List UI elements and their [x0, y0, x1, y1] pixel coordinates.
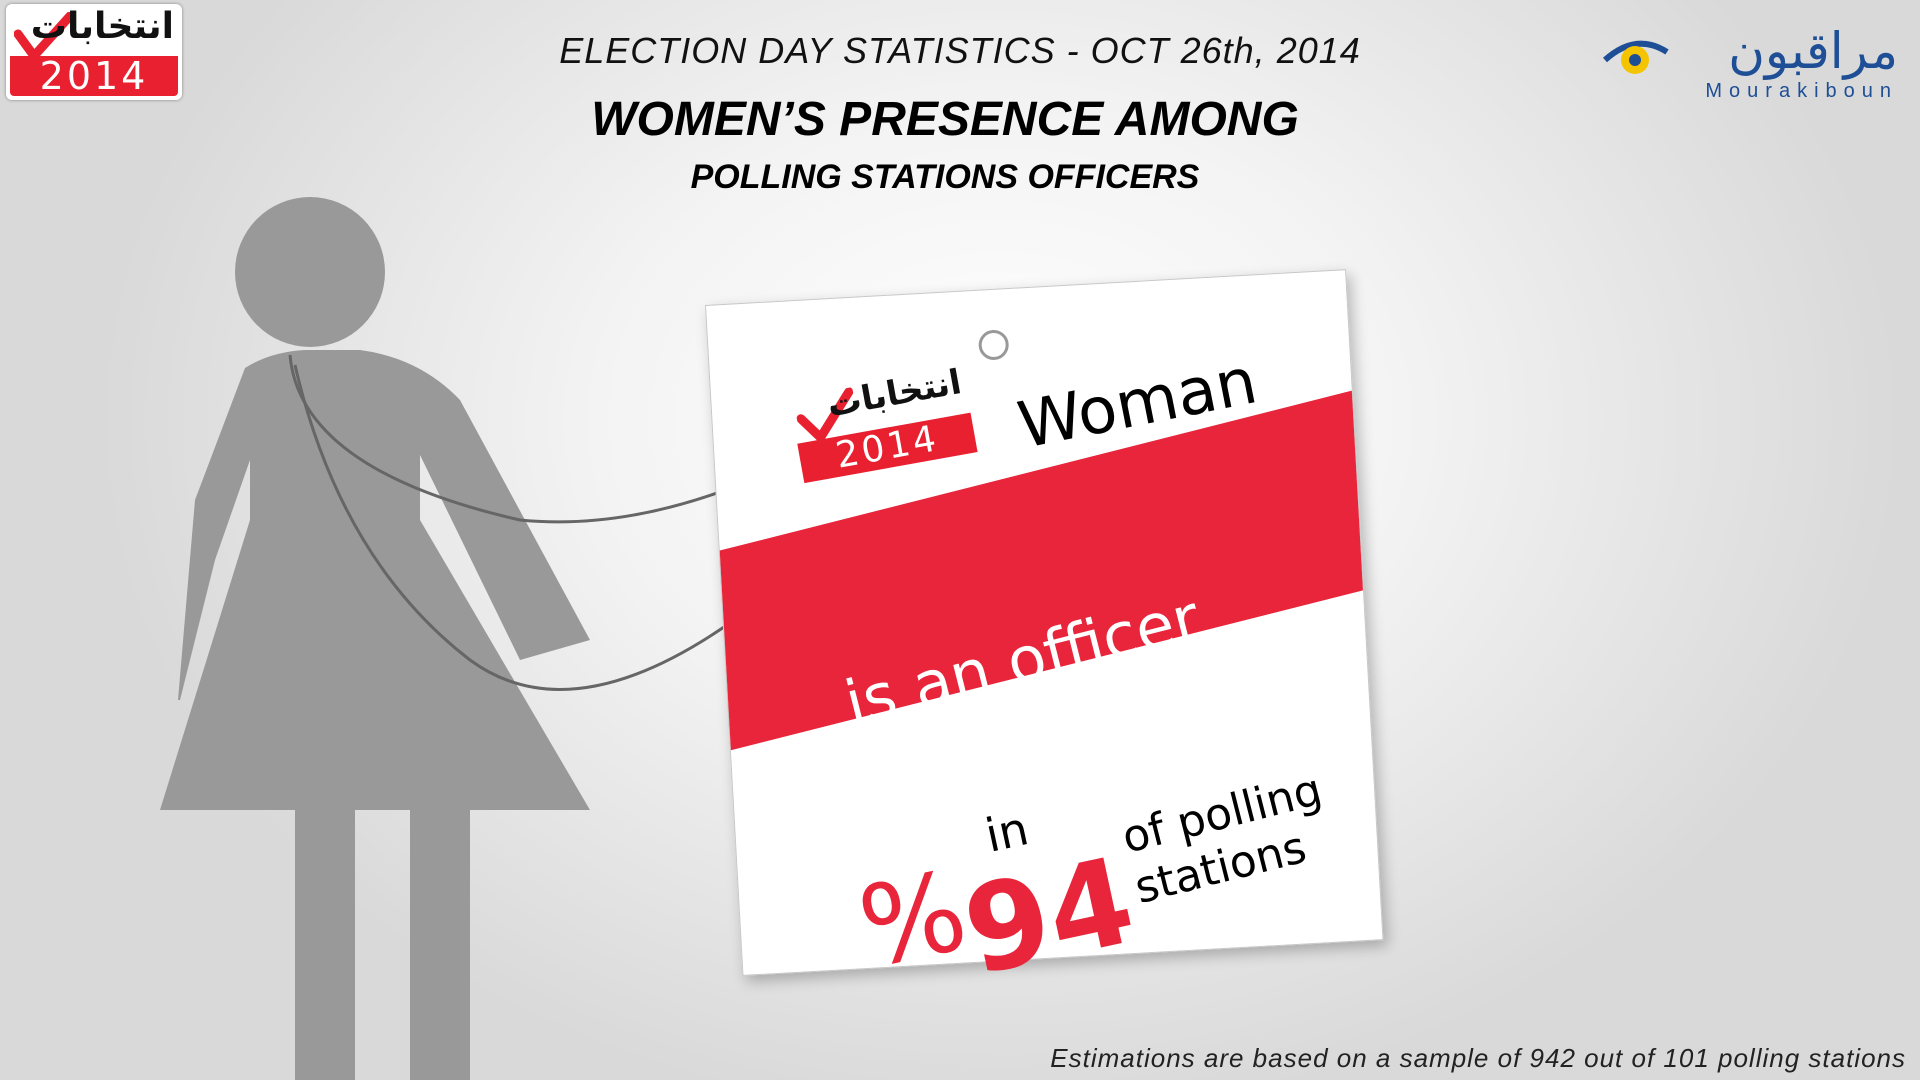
badge-hole — [977, 329, 1010, 361]
mourakiboun-logo: مراقبون Mourakiboun — [1600, 22, 1900, 112]
election-2014-logo: انتخابات 2014 — [6, 4, 182, 100]
logo-right-latin: Mourakiboun — [1705, 80, 1898, 102]
card-election-logo: انتخابات 2014 — [786, 361, 979, 484]
card-checkmark-icon — [796, 387, 854, 443]
page-subtitle: ELECTION DAY STATISTICS - OCT 26th, 2014 — [559, 30, 1361, 71]
card-logo-arabic: انتخابات — [824, 362, 965, 426]
page-title: WOMEN’S PRESENCE AMONG — [591, 93, 1299, 146]
badge-card: انتخابات 2014 Woman is an officer in % 9… — [705, 269, 1384, 1003]
logo-year: 2014 — [10, 56, 178, 96]
suffix-text: of polling stations — [1117, 764, 1340, 915]
eye-icon — [1602, 40, 1669, 74]
footnote: Estimations are based on a sample of 942… — [1050, 1043, 1906, 1073]
figure-body — [160, 350, 590, 1080]
logo-right-arabic: مراقبون — [1728, 22, 1898, 80]
page-title-line2: POLLING STATIONS OFFICERS — [690, 158, 1200, 196]
logo-arabic-text: انتخابات — [30, 6, 174, 47]
figure-head — [235, 197, 385, 347]
